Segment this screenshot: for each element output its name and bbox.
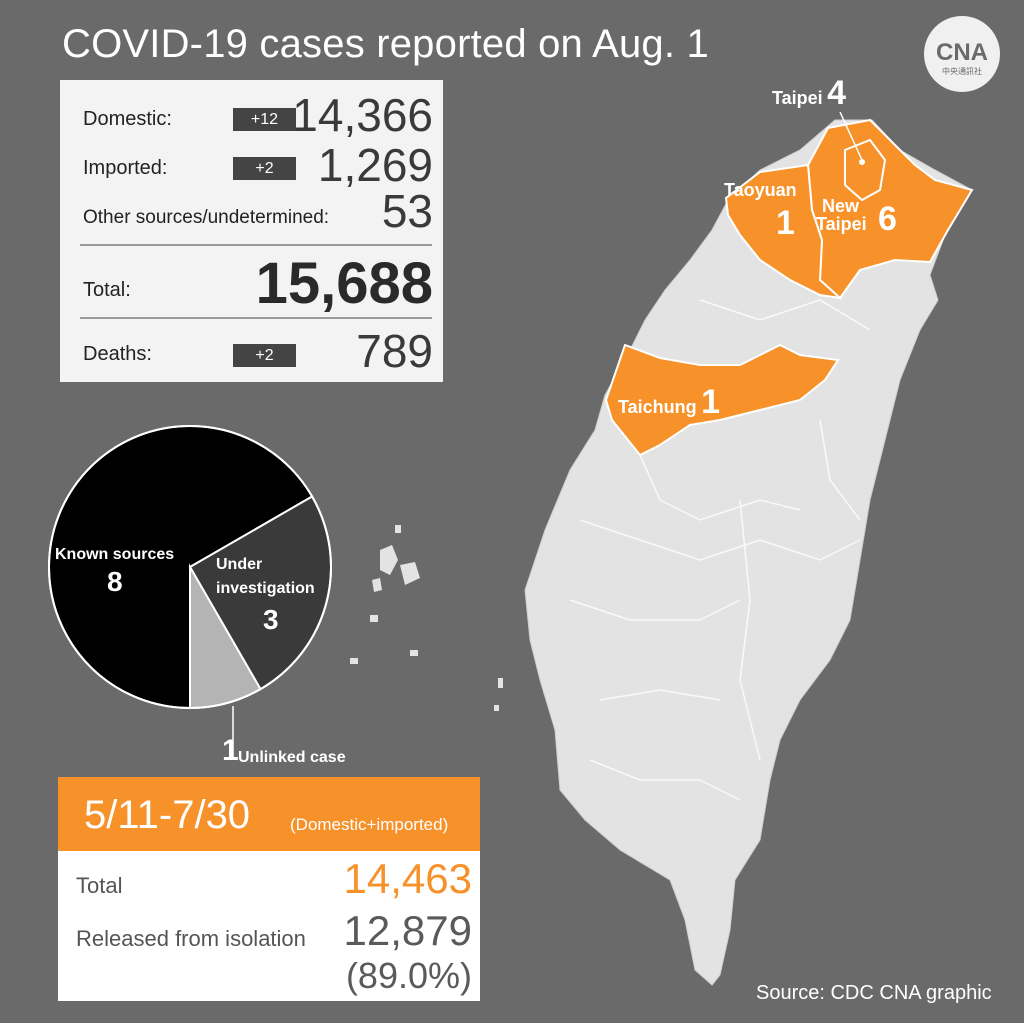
other-value: 53 (381, 185, 433, 237)
pie-label-under-value: 3 (263, 604, 279, 635)
pie-label-unlinked-value: 1 (222, 734, 239, 767)
county-boundaries (569, 299, 871, 801)
total-label: Total: (83, 279, 131, 301)
logo-text: CNA (936, 39, 988, 66)
taoyuan-region (724, 163, 844, 300)
pie-label-under-name-1: Under (216, 556, 263, 573)
imported-value: 1,269 (317, 139, 433, 191)
new-taipei-name-2: Taipei (816, 214, 867, 234)
period-summary-panel: 5/11-7/30 (Domestic+imported) Total 14,4… (58, 777, 480, 1001)
deaths-value: 789 (356, 325, 433, 377)
imported-label: Imported: (83, 157, 168, 179)
page-title: COVID-19 cases reported on Aug. 1 (62, 22, 709, 66)
pie-outline (48, 425, 332, 709)
deaths-label: Deaths: (83, 343, 152, 365)
domestic-value: 14,366 (292, 89, 433, 141)
domestic-change-badge: +12 (233, 108, 296, 131)
source-credit: Source: CDC CNA graphic (756, 982, 992, 1004)
pie-label-unlinked-name: Unlinked case (238, 749, 346, 766)
taoyuan-count: 1 (776, 204, 795, 242)
penghu-islands (350, 525, 503, 711)
other-label: Other sources/undetermined: (83, 207, 330, 228)
divider (80, 244, 432, 246)
released-value: 12,879 (343, 907, 472, 954)
taipei-label: Taipei 4 (772, 74, 846, 113)
period-total-label: Total (76, 873, 123, 898)
deaths-change-badge: +2 (233, 344, 296, 367)
stats-panel: Domestic: +12 14,366 Imported: +2 1,269 … (60, 80, 443, 382)
released-label: Released from isolation (76, 926, 306, 951)
domestic-label: Domestic: (83, 108, 172, 130)
taichung-name: Taichung (618, 397, 697, 417)
taichung-count: 1 (701, 383, 721, 421)
cna-logo: CNA 中央通訊社 (922, 14, 1002, 94)
imported-change-badge: +2 (233, 157, 296, 180)
period-header: 5/11-7/30 (Domestic+imported) (58, 777, 480, 851)
taoyuan-name: Taoyuan (724, 180, 797, 200)
pie-slices (48, 425, 332, 710)
taichung-region (604, 343, 840, 457)
logo-subtext: 中央通訊社 (942, 66, 982, 76)
taipei-marker (859, 159, 865, 165)
pie-label-under-name-2: investigation (216, 580, 315, 597)
taipei-leader-line (839, 111, 863, 161)
taichung-label: Taichung 1 (618, 383, 720, 422)
new-taipei-name-1: New (822, 196, 860, 216)
taipei-region (844, 138, 887, 202)
pie-label-known-name: Known sources (55, 546, 175, 563)
divider (80, 317, 432, 319)
period-total-value: 14,463 (343, 855, 472, 902)
taipei-count: 4 (827, 74, 847, 112)
total-value: 15,688 (255, 251, 433, 316)
taoyuan-label: Taoyuan (724, 180, 797, 201)
period-range: 5/11-7/30 (84, 793, 251, 837)
period-note: (Domestic+imported) (290, 815, 449, 834)
released-percentage: (89.0%) (345, 955, 472, 996)
new-taipei-count: 6 (878, 200, 897, 238)
taipei-name: Taipei (772, 88, 823, 108)
pie-label-known-value: 8 (107, 566, 123, 597)
